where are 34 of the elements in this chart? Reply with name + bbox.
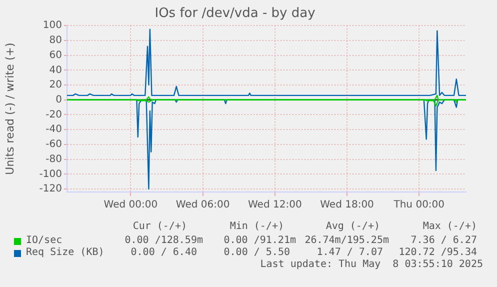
- text: 0.00 / 6.40: [130, 247, 197, 259]
- y-tick-label: 60: [49, 50, 62, 61]
- legend-label: IO/sec: [26, 235, 62, 247]
- text: 0.00 /91.21m: [224, 235, 296, 247]
- x-tick-label: Wed 06:00: [176, 200, 230, 211]
- y-tick-label: 0: [56, 94, 62, 106]
- x-tick-label: Thu 00:00: [392, 200, 445, 211]
- x-tick-label: Wed 18:00: [320, 200, 374, 211]
- y-tick-label: -80: [46, 154, 62, 165]
- y-tick-label: 80: [49, 35, 62, 46]
- text: 7.36 / 6.27: [410, 235, 477, 247]
- text: Cur (-/+): [132, 221, 187, 233]
- text: Avg (-/+): [326, 221, 380, 233]
- chart-title: IOs for /dev/vda - by day: [154, 6, 316, 22]
- text: Min (-/+): [230, 221, 284, 233]
- text: 0.00 / 5.50: [224, 247, 290, 259]
- y-tick-label: 20: [49, 80, 62, 91]
- y-tick-label: -40: [46, 124, 62, 136]
- x-tick-label: Wed 12:00: [248, 200, 302, 211]
- x-tick-label: Wed 00:00: [104, 200, 158, 211]
- y-tick-label: 100: [42, 20, 62, 32]
- text: 26.74m/195.25m: [304, 235, 389, 247]
- y-tick-label: -120: [39, 184, 62, 195]
- y-tick-label: -60: [46, 139, 62, 150]
- legend-label: Req Size (KB): [26, 247, 104, 259]
- text: Max (-/+): [422, 221, 477, 233]
- text: 0.00 /128.59m: [124, 235, 203, 247]
- y-tick-label: -20: [46, 109, 62, 120]
- text: Last update: Thu May 8 03:55:10 2025: [260, 259, 483, 271]
- y-tick-label: 40: [49, 64, 62, 76]
- y-axis-title: Units read (-) / write (+): [3, 42, 16, 175]
- text: 1.47 / 7.07: [316, 247, 383, 259]
- text: 120.72 /95.34: [398, 247, 477, 259]
- y-tick-label: -100: [39, 168, 62, 180]
